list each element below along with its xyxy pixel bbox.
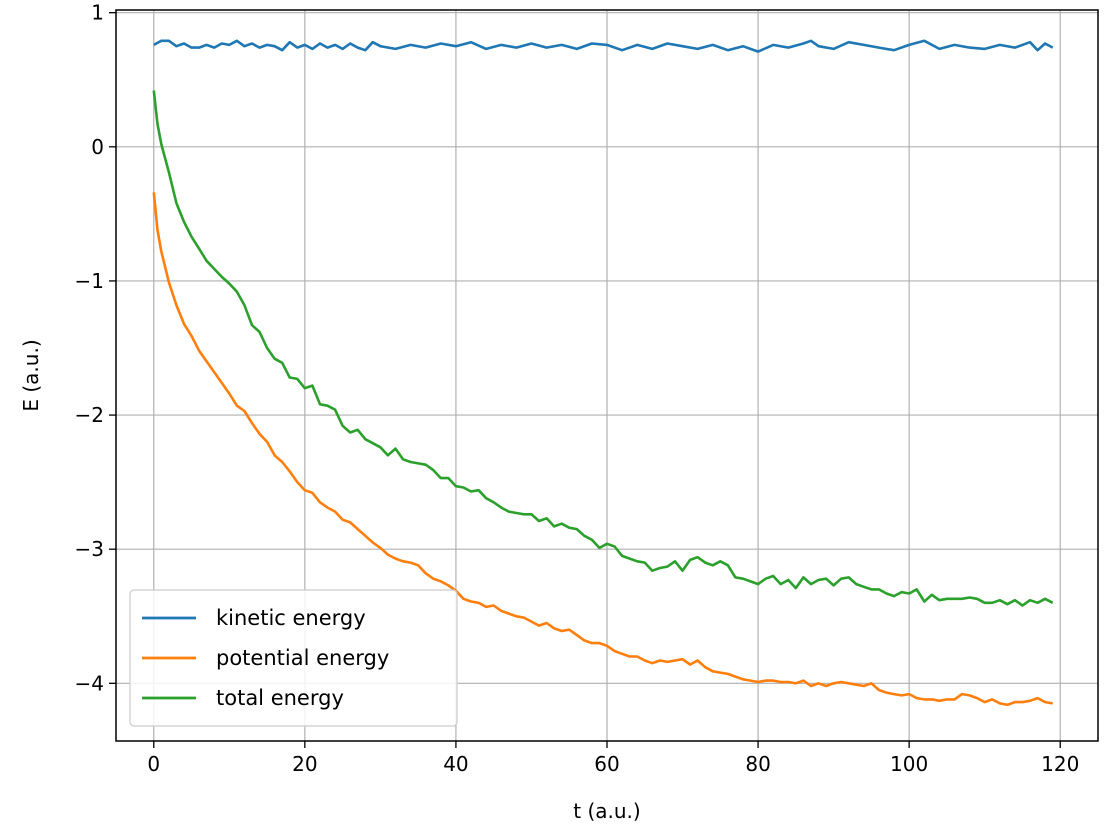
legend: kinetic energy potential energy total ener… [129, 589, 458, 727]
x-axis-ticks: 0 20 40 60 80 100 120 [147, 741, 1079, 776]
x-tick-label: 40 [443, 752, 468, 776]
legend-label: kinetic energy [216, 606, 366, 630]
x-tick-label: 60 [594, 752, 619, 776]
series-line-1 [153, 39, 1054, 53]
y-tick-label: −1 [75, 269, 104, 293]
series-line-3 [152, 90, 1054, 607]
y-tick-label: −4 [75, 671, 104, 695]
x-tick-label: 120 [1041, 752, 1079, 776]
series-lines [152, 39, 1054, 707]
x-tick-label: 80 [745, 752, 770, 776]
x-axis-label: t (a.u.) [573, 799, 640, 823]
y-tick-label: −2 [75, 403, 104, 427]
legend-label: potential energy [216, 646, 389, 670]
x-tick-label: 20 [292, 752, 317, 776]
y-axis-ticks: 1 0 −1 −2 −3 −4 [75, 1, 116, 695]
grid [116, 10, 1098, 741]
legend-label: total energy [216, 686, 344, 710]
legend-box [129, 589, 458, 727]
x-tick-label: 0 [147, 752, 160, 776]
y-tick-label: −3 [75, 537, 104, 561]
x-tick-label: 100 [890, 752, 928, 776]
y-tick-label: 1 [91, 1, 104, 25]
y-tick-label: 0 [91, 135, 104, 159]
y-axis-label: E (a.u.) [19, 339, 43, 411]
series-line-2 [152, 192, 1053, 707]
